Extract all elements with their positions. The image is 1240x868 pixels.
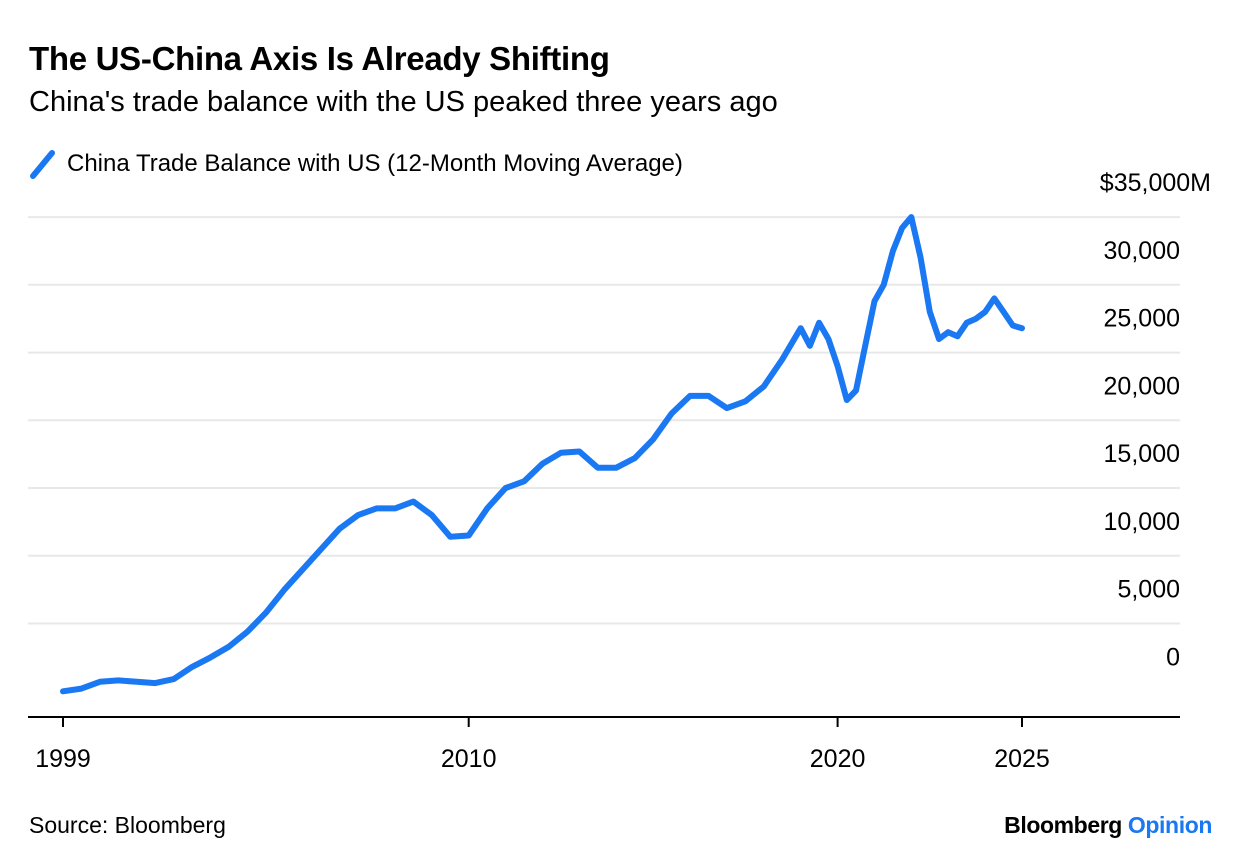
legend-label: China Trade Balance with US (12-Month Mo…: [67, 150, 683, 177]
y-tick-label: 20,000: [1104, 372, 1180, 400]
y-tick-label: $35,000M: [1100, 169, 1211, 197]
y-tick-label: 30,000: [1104, 237, 1180, 265]
brand-name: Bloomberg: [1004, 812, 1122, 838]
y-tick-label: 15,000: [1104, 440, 1180, 468]
brand-logo: Bloomberg Opinion: [1004, 812, 1212, 839]
x-tick-label: 2010: [441, 745, 497, 773]
x-tick-label: 2020: [810, 745, 866, 773]
y-tick-label: 10,000: [1104, 508, 1180, 536]
series-line: [60, 214, 1025, 695]
brand-product: Opinion: [1127, 812, 1212, 838]
x-ticks: 1999 2010 2020 2025: [35, 717, 1050, 773]
y-tick-labels: 0 5,000 10,000 15,000 20,000 25,000 30,000 $35,…: [1100, 169, 1211, 671]
y-tick-label: 5,000: [1117, 576, 1180, 604]
chart-title: The US-China Axis Is Already Shifting: [29, 40, 610, 77]
y-tick-label: 0: [1166, 643, 1180, 671]
x-tick-label: 1999: [35, 745, 91, 773]
x-tick-label: 2025: [994, 745, 1050, 773]
legend: China Trade Balance with US (12-Month Mo…: [29, 146, 683, 182]
chart-subtitle: China's trade balance with the US peaked…: [29, 86, 778, 118]
y-gridlines: [28, 216, 1180, 625]
legend-swatch-icon: [30, 150, 55, 179]
source-note: Source: Bloomberg: [29, 812, 226, 838]
y-tick-label: 25,000: [1104, 305, 1180, 333]
